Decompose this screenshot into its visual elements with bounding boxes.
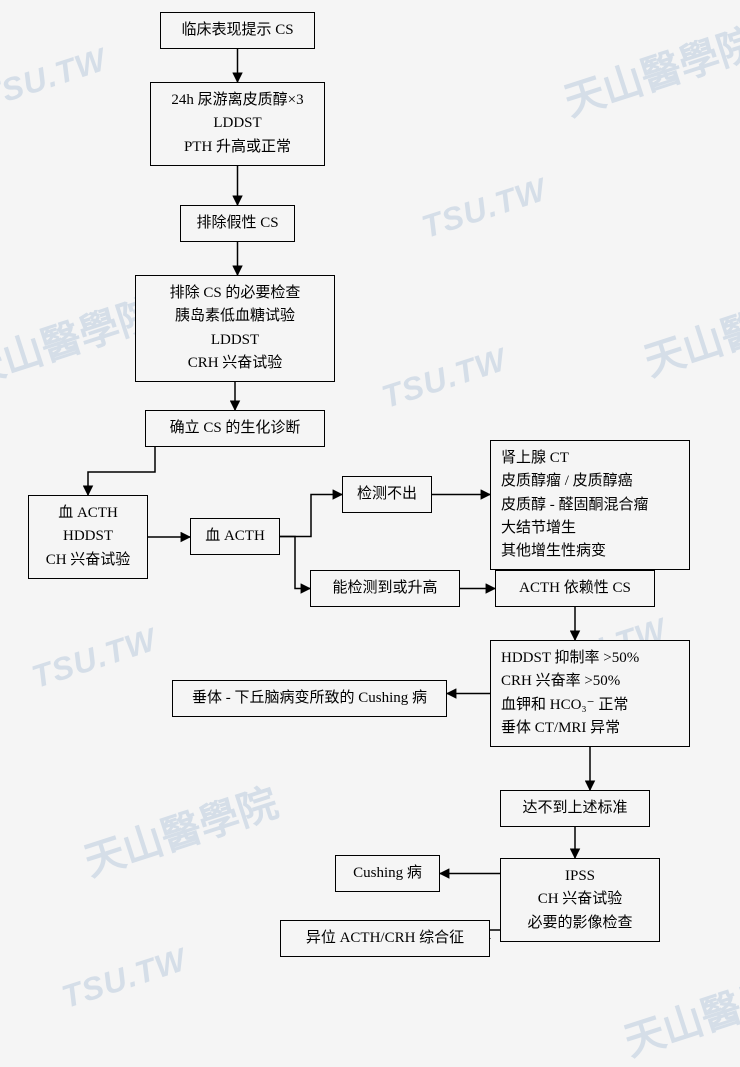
node-n17: 异位 ACTH/CRH 综合征: [280, 920, 490, 957]
node-n15-line: CH 兴奋试验: [511, 888, 649, 911]
node-n5: 确立 CS 的生化诊断: [145, 410, 325, 447]
node-n14-line: 达不到上述标准: [511, 797, 639, 820]
node-n7-line: 血 ACTH: [201, 525, 269, 548]
watermark-cn: 天山醫學院: [76, 771, 284, 888]
node-n8-line: 检测不出: [353, 483, 421, 506]
node-n4-line: 排除 CS 的必要检查: [146, 282, 324, 305]
node-n4: 排除 CS 的必要检查胰岛素低血糖试验LDDSTCRH 兴奋试验: [135, 275, 335, 382]
node-n9-line: 皮质醇 - 醛固酮混合瘤: [501, 494, 679, 517]
watermark-cn: 天山醫學院: [556, 11, 740, 128]
node-n2: 24h 尿游离皮质醇×3LDDSTPTH 升高或正常: [150, 82, 325, 166]
node-n15: IPSSCH 兴奋试验必要的影像检查: [500, 858, 660, 942]
node-n1-line: 临床表现提示 CS: [171, 19, 304, 42]
node-n12-line: 垂体 CT/MRI 异常: [501, 717, 679, 740]
node-n10: 能检测到或升高: [310, 570, 460, 607]
node-n1: 临床表现提示 CS: [160, 12, 315, 49]
watermark-text: TSU.TW: [377, 341, 511, 416]
node-n3-line: 排除假性 CS: [191, 212, 284, 235]
node-n6-line: HDDST: [39, 525, 137, 548]
node-n2-line: LDDST: [161, 112, 314, 135]
node-n9-line: 其他增生性病变: [501, 540, 679, 563]
node-n9: 肾上腺 CT皮质醇瘤 / 皮质醇癌皮质醇 - 醛固酮混合瘤大结节增生其他增生性病…: [490, 440, 690, 570]
node-n12-line: HDDST 抑制率 >50%: [501, 647, 679, 670]
node-n2-line: PTH 升高或正常: [161, 136, 314, 159]
watermark-text: TSU.TW: [27, 621, 161, 696]
node-n13-line: 垂体 - 下丘脑病变所致的 Cushing 病: [183, 687, 436, 710]
node-n4-line: LDDST: [146, 329, 324, 352]
watermark-text: TSU.TW: [57, 941, 191, 1016]
node-n13: 垂体 - 下丘脑病变所致的 Cushing 病: [172, 680, 447, 717]
node-n16: Cushing 病: [335, 855, 440, 892]
node-n15-line: IPSS: [511, 865, 649, 888]
node-n15-line: 必要的影像检查: [511, 912, 649, 935]
node-n10-line: 能检测到或升高: [321, 577, 449, 600]
node-n8: 检测不出: [342, 476, 432, 513]
node-n16-line: Cushing 病: [346, 862, 429, 885]
node-n3: 排除假性 CS: [180, 205, 295, 242]
node-n2-line: 24h 尿游离皮质醇×3: [161, 89, 314, 112]
node-n14: 达不到上述标准: [500, 790, 650, 827]
node-n5-line: 确立 CS 的生化诊断: [156, 417, 314, 440]
watermark-text: TSU.TW: [0, 41, 111, 116]
node-n7: 血 ACTH: [190, 518, 280, 555]
node-n12-line: 血钾和 HCO₃⁻ 正常: [501, 694, 679, 717]
node-n9-line: 皮质醇瘤 / 皮质醇癌: [501, 470, 679, 493]
watermark-text: TSU.TW: [417, 171, 551, 246]
node-n6-line: 血 ACTH: [39, 502, 137, 525]
node-n9-line: 大结节增生: [501, 517, 679, 540]
node-n12-line: CRH 兴奋率 >50%: [501, 670, 679, 693]
node-n17-line: 异位 ACTH/CRH 综合征: [291, 927, 479, 950]
node-n11-line: ACTH 依赖性 CS: [506, 577, 644, 600]
node-n4-line: 胰岛素低血糖试验: [146, 305, 324, 328]
node-n11: ACTH 依赖性 CS: [495, 570, 655, 607]
watermark-cn: 天山醫學院: [616, 951, 740, 1067]
watermark-cn: 天山醫學院: [636, 271, 740, 388]
node-n6: 血 ACTHHDDSTCH 兴奋试验: [28, 495, 148, 579]
node-n4-line: CRH 兴奋试验: [146, 352, 324, 375]
node-n6-line: CH 兴奋试验: [39, 549, 137, 572]
node-n12: HDDST 抑制率 >50%CRH 兴奋率 >50%血钾和 HCO₃⁻ 正常垂体…: [490, 640, 690, 747]
node-n9-line: 肾上腺 CT: [501, 447, 679, 470]
